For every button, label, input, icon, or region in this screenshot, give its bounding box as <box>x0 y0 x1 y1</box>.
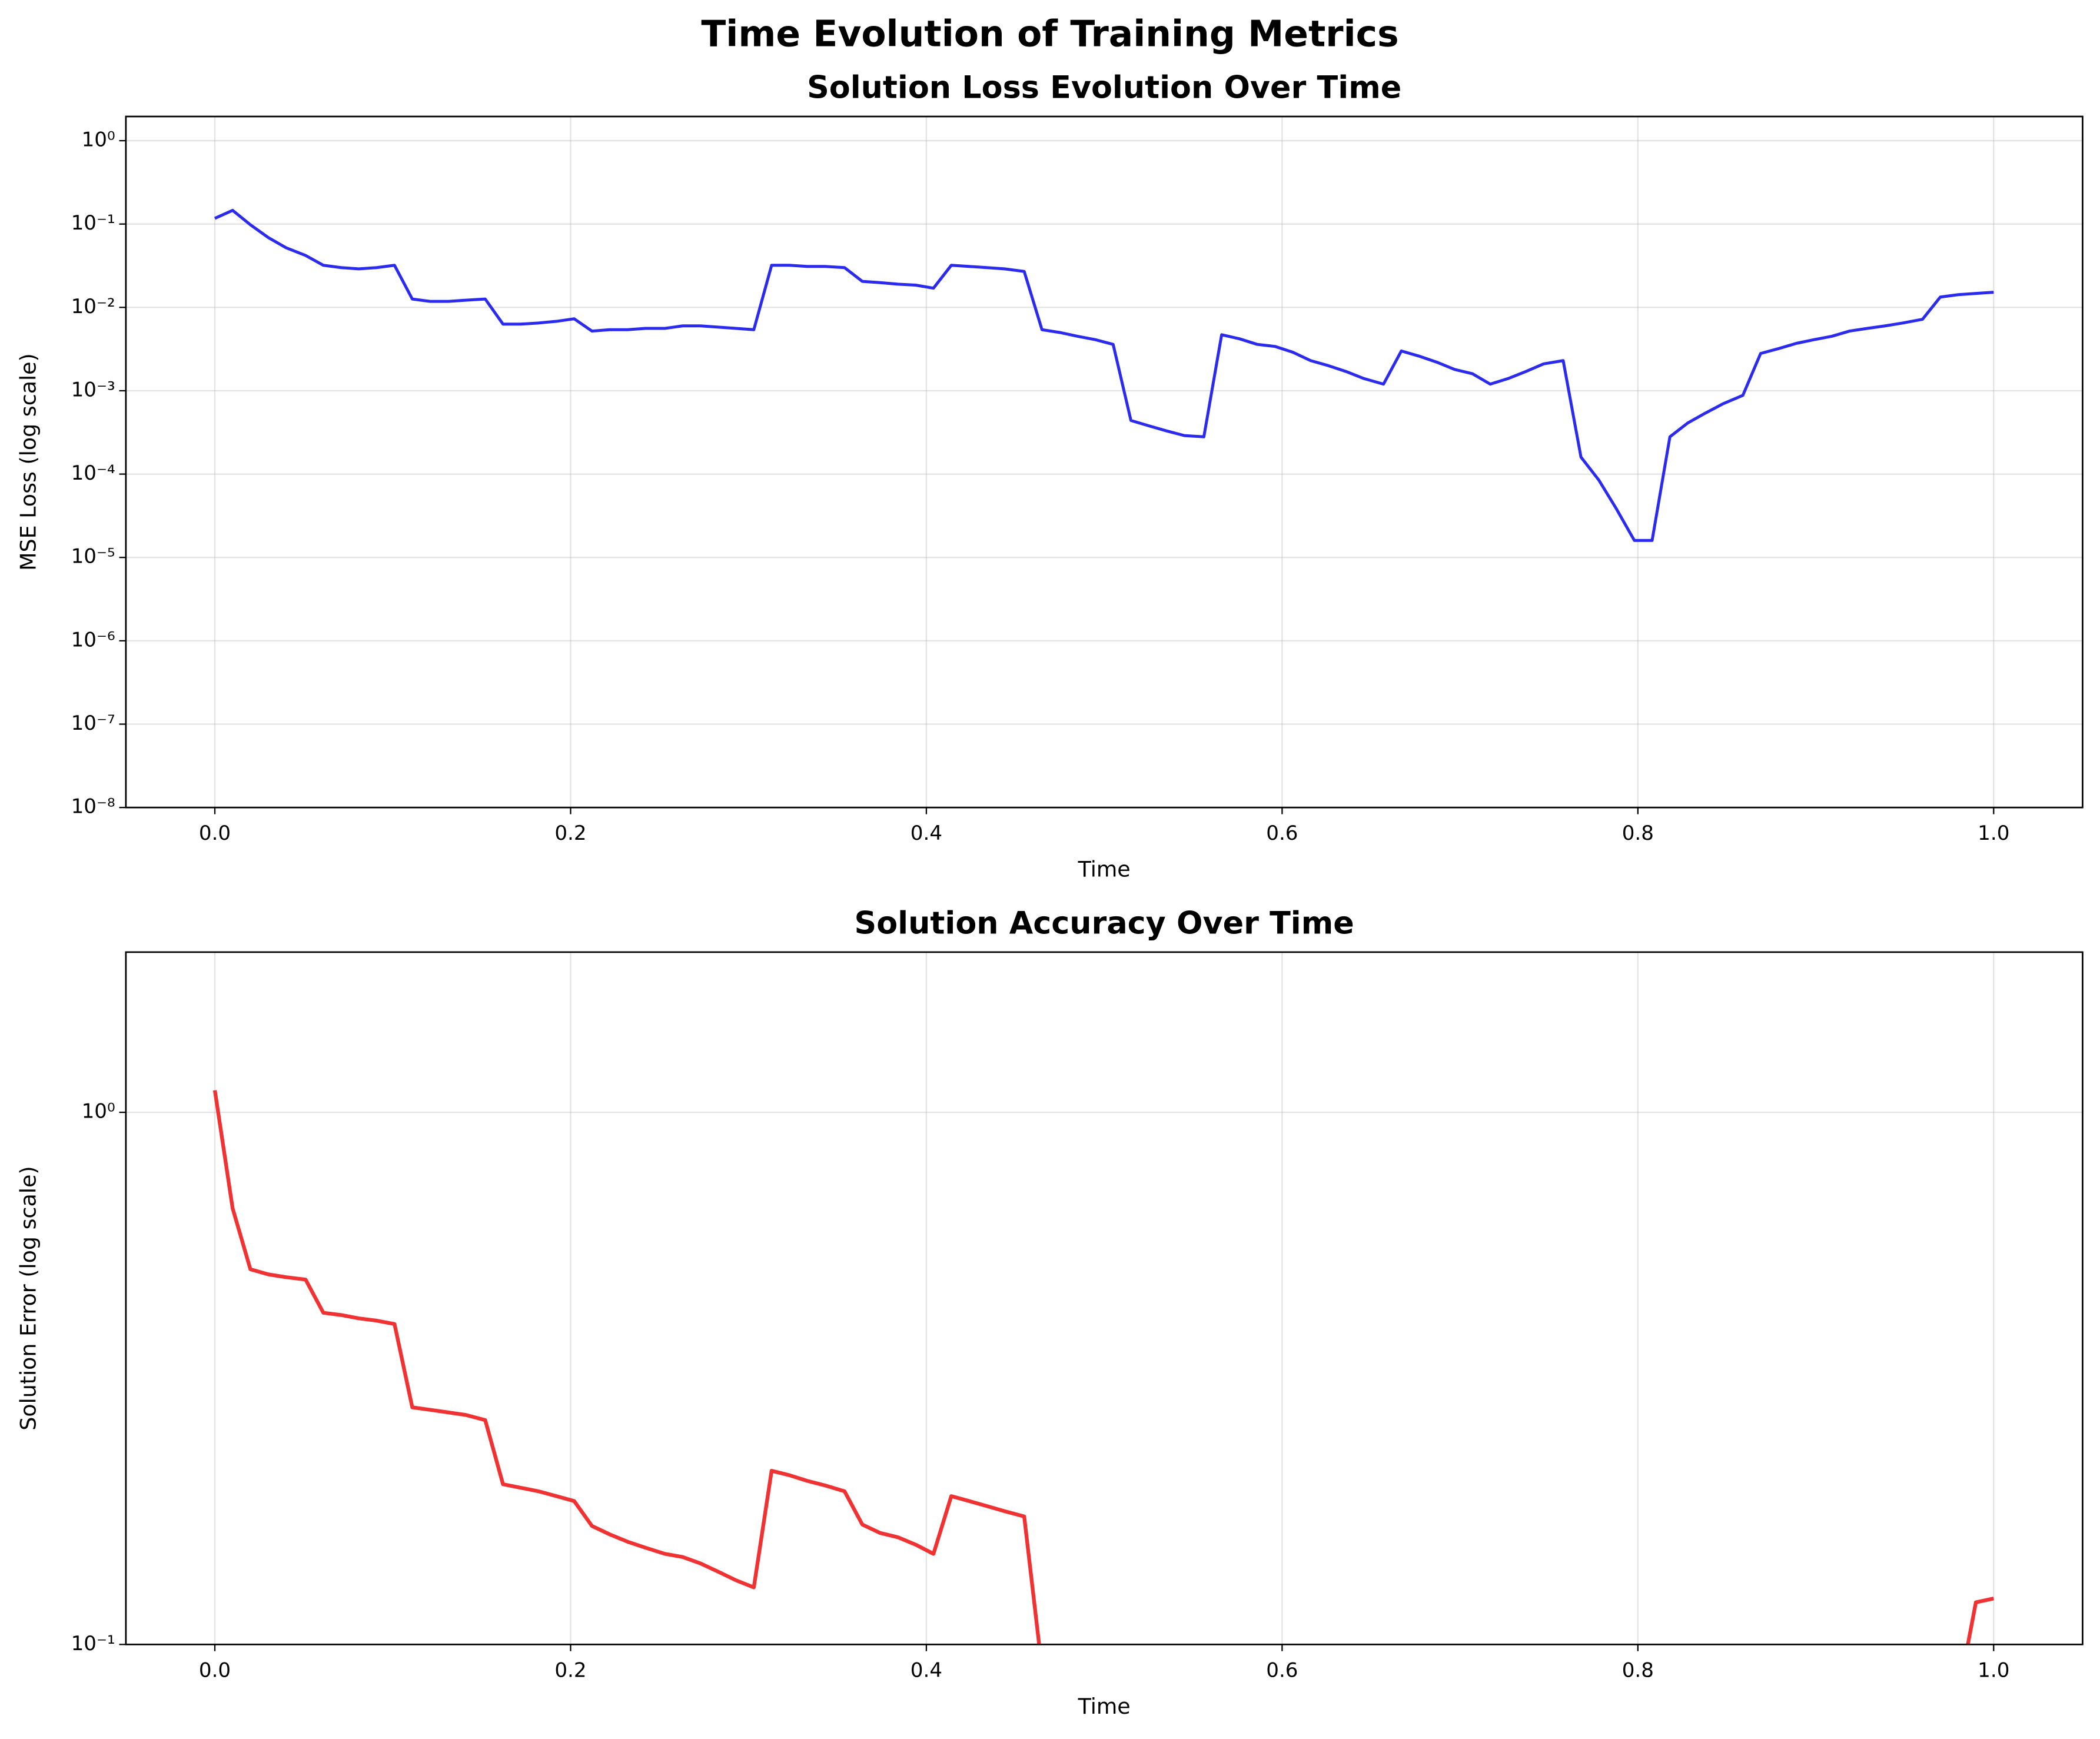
x-tick-label: 0.2 <box>554 822 586 845</box>
x-tick-label: 0.4 <box>911 1658 942 1682</box>
y-tick-label: 10⁻⁶ <box>71 628 115 651</box>
chart-title: Solution Loss Evolution Over Time <box>807 69 1401 105</box>
x-tick-label: 0.6 <box>1266 1658 1298 1682</box>
plot-frame <box>125 115 2084 809</box>
x-tick-label: 0.4 <box>911 822 942 845</box>
x-tick-label: 0.6 <box>1266 822 1298 845</box>
data-line <box>214 208 1994 542</box>
chart-title: Solution Accuracy Over Time <box>855 905 1354 941</box>
data-line <box>212 1090 1994 1645</box>
y-axis-label: MSE Loss (log scale) <box>16 353 41 571</box>
y-tick-label: 10⁻³ <box>71 378 115 401</box>
x-tick-label: 0.2 <box>554 1658 586 1682</box>
x-tick-label: 0.0 <box>199 1658 231 1682</box>
x-axis-label: Time <box>1078 857 1131 882</box>
y-tick-label: 10⁻⁴ <box>71 461 115 485</box>
x-tick-label: 0.8 <box>1622 822 1654 845</box>
x-tick-label: 1.0 <box>1978 822 2009 845</box>
y-tick-label: 10⁻⁵ <box>71 545 115 568</box>
figure-title: Time Evolution of Training Metrics <box>701 14 1398 55</box>
y-tick-label: 10⁻⁷ <box>71 711 115 735</box>
y-tick-label: 10⁻¹ <box>71 1632 115 1655</box>
plot-frame <box>125 951 2084 1645</box>
y-tick-label: 10⁰ <box>82 1100 115 1123</box>
x-tick-label: 1.0 <box>1978 1658 2009 1682</box>
y-tick-label: 10⁰ <box>82 128 115 152</box>
y-tick-label: 10⁻² <box>71 295 115 318</box>
y-tick-label: 10⁻¹ <box>71 211 115 235</box>
y-axis-label: Solution Error (log scale) <box>16 1166 41 1430</box>
x-tick-label: 0.8 <box>1622 1658 1654 1682</box>
y-tick-label: 10⁻⁸ <box>71 795 115 819</box>
x-axis-label: Time <box>1078 1694 1131 1719</box>
x-tick-label: 0.0 <box>199 822 231 845</box>
